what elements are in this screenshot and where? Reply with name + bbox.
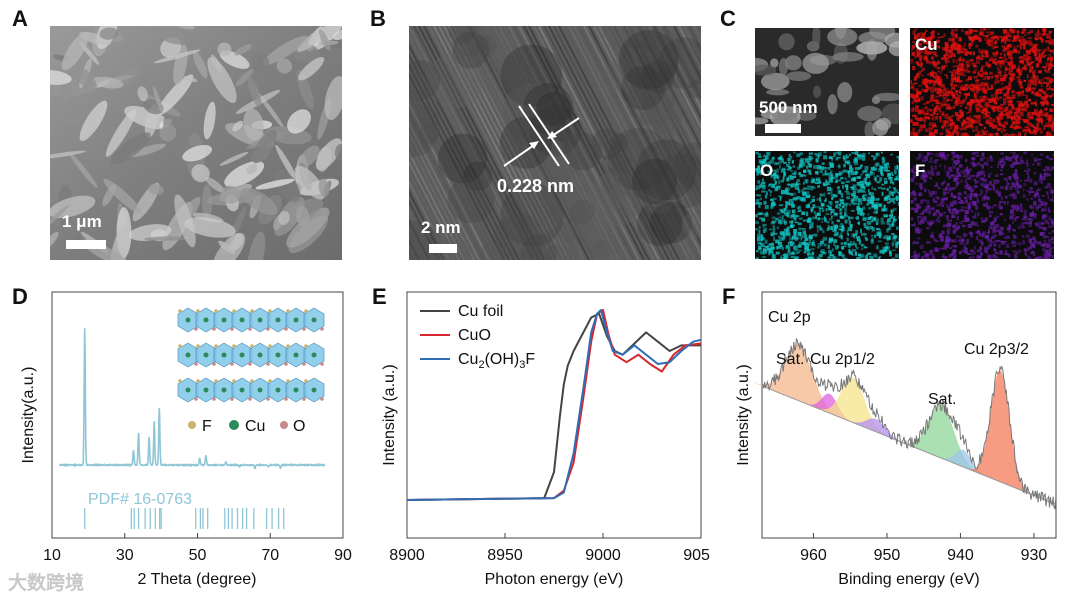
- panel-c-letter: C: [720, 6, 736, 31]
- eds-o-map: O: [755, 151, 899, 259]
- xrd-chart: 10 30 50 70 90 PDF# 16-0763 2 Theta (degree)…: [20, 291, 352, 588]
- xanes-chart: 8900 8950 9000 9050 Cu foil CuO Cu2(OH)3F Pho…: [381, 291, 710, 588]
- xps-x-tick-label: 960: [800, 547, 827, 564]
- legend-o-dot: [280, 421, 288, 429]
- xps-fit-peak: [722, 344, 876, 432]
- panel-b-letter: B: [370, 6, 386, 31]
- eds-o-label: O: [760, 161, 774, 180]
- xanes-legend-label: Cu foil: [458, 303, 503, 320]
- legend-cu-dot: [229, 420, 239, 430]
- xrd-x-axis-label: 2 Theta (degree): [138, 571, 257, 588]
- eds-f-label: F: [915, 161, 926, 180]
- lattice-spacing-label: 0.228 nm: [497, 176, 575, 196]
- xanes-frame: [406, 291, 702, 539]
- xps-annotation: Sat.: [776, 351, 804, 368]
- xanes-x-axis-label: Photon energy (eV): [485, 571, 624, 588]
- xps-x-tick-label: 950: [874, 547, 901, 564]
- legend-f-label: F: [202, 418, 212, 435]
- xps-fit-peak: [947, 370, 1054, 504]
- xps-x-tick-label: 940: [947, 547, 974, 564]
- xps-y-axis-label: Intensity (a.u.): [735, 364, 752, 465]
- xrd-x-tick-label: 10: [43, 547, 61, 564]
- xrd-y-axis-label: Intensity(a.u.): [20, 367, 37, 464]
- xanes-legend-label: CuO: [458, 327, 491, 344]
- panel-a-letter: A: [12, 6, 28, 31]
- xanes-y-axis-label: Intensity (a.u.): [381, 364, 398, 465]
- panel-d-letter: D: [12, 284, 28, 309]
- xps-frame: [761, 291, 1057, 539]
- watermark: 大数跨境: [8, 573, 85, 594]
- xanes-x-tick-label: 8900: [389, 547, 425, 564]
- xanes-x-tick-label: 9050: [683, 547, 710, 564]
- xps-fit-peak: [788, 377, 918, 449]
- legend-cu-label: Cu: [245, 418, 265, 435]
- hrtem-image: 0.228 nm 2 nm: [409, 26, 701, 260]
- eds-sem-texture: [755, 28, 899, 136]
- eds-f-texture: [910, 151, 1054, 259]
- panel-e-letter: E: [372, 284, 387, 309]
- xps-annotation: Sat.: [928, 391, 956, 408]
- eds-scale-label: 500 nm: [759, 98, 818, 117]
- xanes-series-line: [406, 309, 702, 501]
- xanes-legend-label: Cu2(OH)3F: [458, 351, 535, 371]
- xrd-x-tick-label: 90: [334, 547, 352, 564]
- eds-sem-image: 500 nm: [755, 28, 899, 136]
- eds-cu-label: Cu: [915, 35, 938, 54]
- xanes-x-tick-label: 9000: [585, 547, 621, 564]
- xps-x-axis-label: Binding energy (eV): [838, 571, 979, 588]
- xps-annotation: Cu 2p3/2: [964, 341, 1029, 358]
- xrd-x-tick-label: 30: [116, 547, 134, 564]
- xanes-series-line: [406, 312, 701, 501]
- tem-scale-label: 2 nm: [421, 218, 461, 237]
- xrd-x-tick-label: 70: [261, 547, 279, 564]
- sem-scale-bar: [66, 240, 106, 249]
- xps-annotation: Cu 2p: [768, 309, 811, 326]
- xrd-x-tick-label: 50: [189, 547, 207, 564]
- eds-f-map: F: [910, 151, 1054, 259]
- hrtem-texture: [409, 26, 701, 260]
- legend-f-dot: [188, 421, 196, 429]
- xps-chart: 960 950 940 930 Cu 2p Sat. Cu 2p1/2 Sat. Cu 2p3…: [722, 291, 1057, 588]
- eds-o-texture: [755, 151, 899, 259]
- legend-o-label: O: [293, 418, 305, 435]
- panel-f-letter: F: [722, 284, 736, 309]
- eds-cu-map: Cu: [910, 28, 1054, 136]
- sem-texture: [50, 26, 342, 260]
- xps-background-line: [761, 385, 1057, 505]
- xps-fit-peak: [870, 404, 1012, 487]
- xps-raw-line: [761, 338, 1057, 510]
- xps-x-tick-label: 930: [1021, 547, 1048, 564]
- sem-image: 1 μm: [50, 26, 342, 260]
- crystal-structure-inset: [177, 307, 325, 403]
- xrd-pattern-line: [58, 328, 326, 470]
- inset-legend: F Cu O: [188, 418, 305, 435]
- eds-cu-texture: [910, 28, 1054, 136]
- tem-scale-bar: [429, 244, 457, 253]
- xps-annotation: Cu 2p1/2: [810, 351, 875, 368]
- eds-scale-bar: [765, 124, 801, 133]
- xrd-pdf-label: PDF# 16-0763: [88, 491, 192, 508]
- sem-scale-label: 1 μm: [62, 212, 102, 231]
- xanes-x-tick-label: 8950: [487, 547, 523, 564]
